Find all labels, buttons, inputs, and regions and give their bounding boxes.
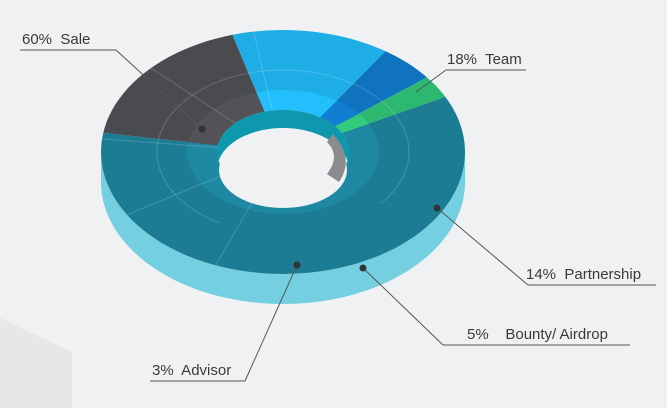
leader-line-sale bbox=[115, 49, 203, 130]
callout-team: 18% Team bbox=[415, 51, 526, 93]
leader-line-team bbox=[415, 69, 447, 93]
label-partnership: 14% Partnership bbox=[526, 266, 641, 283]
grid-spoke bbox=[102, 138, 218, 148]
slice-inner-band-1 bbox=[188, 92, 265, 146]
callout-bounty: 5% Bounty/ Airdrop bbox=[359, 264, 630, 346]
leader-line-partnership bbox=[436, 207, 529, 286]
callout-dot-partnership bbox=[433, 204, 441, 212]
callout-sale: 60% Sale bbox=[20, 31, 206, 133]
callout-dot-advisor bbox=[293, 261, 301, 269]
hole-wall-team bbox=[327, 134, 346, 182]
grid-spoke bbox=[215, 190, 260, 266]
slice-inner-band-4 bbox=[335, 114, 369, 133]
donut-side bbox=[101, 152, 465, 304]
label-sale: 60% Sale bbox=[22, 31, 90, 48]
label-advisor: 3% Advisor bbox=[152, 362, 231, 379]
donut-hole bbox=[217, 110, 349, 208]
callout-dot-sale bbox=[198, 125, 206, 133]
callout-dot-bounty bbox=[359, 264, 367, 272]
slice-inner-band-2 bbox=[256, 90, 338, 118]
leader-line-bounty bbox=[362, 267, 444, 346]
callout-advisor: 3% Advisor bbox=[150, 261, 301, 382]
label-team: 18% Team bbox=[447, 51, 522, 68]
donut-grid-lines bbox=[102, 31, 410, 266]
hole-opening bbox=[219, 132, 347, 208]
grid-spoke bbox=[253, 31, 273, 111]
slice-inner-band-3 bbox=[320, 100, 359, 127]
grid-arc bbox=[156, 69, 410, 224]
label-bounty: 5% Bounty/ Airdrop bbox=[467, 326, 608, 343]
grid-spoke bbox=[150, 67, 236, 124]
leader-line-advisor bbox=[244, 264, 298, 382]
callout-partnership: 14% Partnership bbox=[433, 204, 656, 286]
grid-spoke bbox=[126, 173, 227, 216]
donut-side-wall bbox=[101, 152, 465, 304]
hole-inner-wall bbox=[217, 110, 349, 170]
